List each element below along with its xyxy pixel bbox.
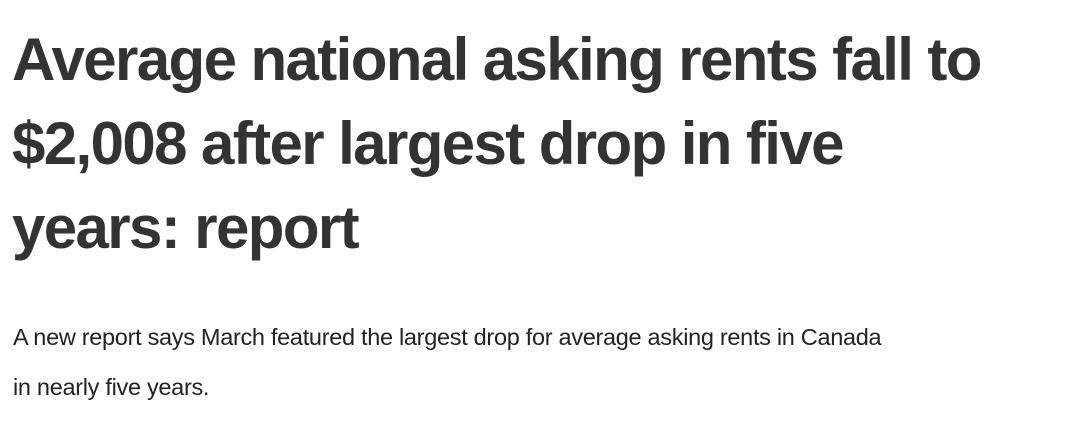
summary-line: in nearly five years. bbox=[13, 374, 210, 400]
summary-line: A new report says March featured the lar… bbox=[13, 324, 882, 350]
article-headline: Average national asking rents fall to $2… bbox=[12, 18, 982, 270]
article-summary: A new report says March featured the lar… bbox=[13, 312, 882, 412]
headline-line: Average national asking rents fall to bbox=[12, 26, 982, 93]
headline-line: $2,008 after largest drop in five bbox=[12, 110, 844, 177]
headline-line: years: report bbox=[12, 194, 360, 261]
